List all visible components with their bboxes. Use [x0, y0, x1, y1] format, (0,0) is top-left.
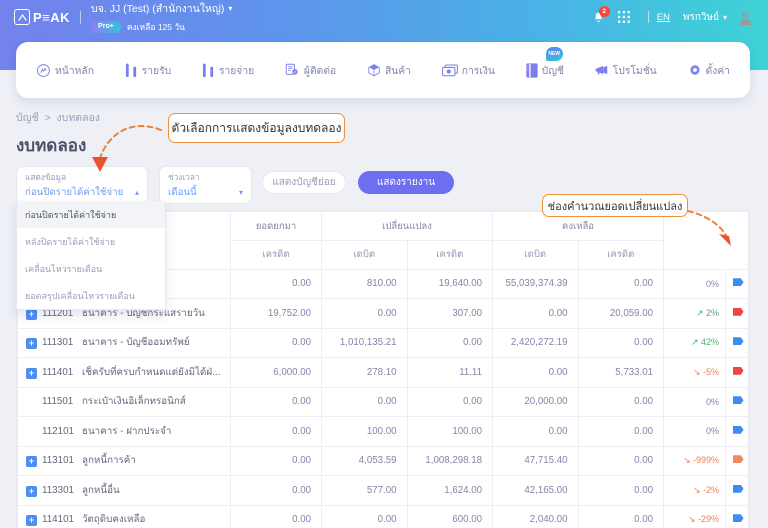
svg-text:?: ?: [744, 12, 747, 17]
